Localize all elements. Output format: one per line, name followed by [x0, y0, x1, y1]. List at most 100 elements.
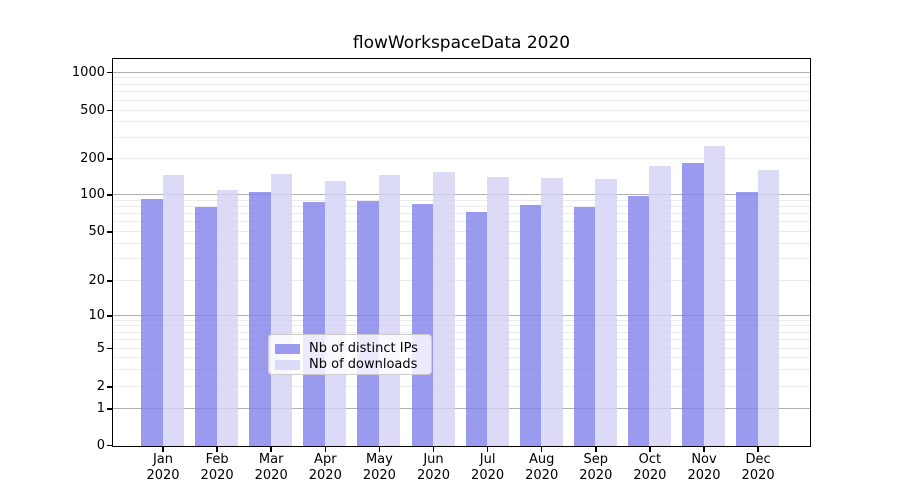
x-tick-nov [703, 447, 705, 452]
x-tick-may [378, 447, 381, 452]
y-tick-0 [107, 444, 112, 447]
bar-nb-of-downloads-dec [757, 169, 780, 446]
x-tick-feb [216, 447, 218, 452]
x-tick-label-nov: Nov 2020 [687, 452, 721, 483]
gridline-minor [113, 99, 810, 101]
gridline-minor [113, 368, 810, 370]
legend-swatch-downloads [275, 359, 300, 370]
legend-entry-downloads: Nb of downloads [275, 357, 423, 372]
x-tick-label-mar: Mar 2020 [254, 452, 288, 483]
x-tick-apr [324, 447, 327, 452]
gridline-minor [113, 386, 810, 387]
bar-nb-of-downloads-sep [595, 178, 617, 446]
bar-nb-of-downloads-may [378, 175, 401, 446]
x-tick-label-jun: Jun 2020 [416, 452, 451, 483]
bar-nb-of-downloads-feb [216, 190, 239, 446]
gridline-minor [113, 205, 810, 207]
x-tick-jul [486, 447, 489, 452]
gridline-minor [113, 338, 810, 340]
gridline-minor [113, 77, 810, 79]
gridline-minor [113, 231, 810, 232]
gridline-major [113, 194, 810, 195]
gridline-minor [113, 325, 810, 327]
y-tick-label-2: 2 [96, 379, 105, 394]
bar-nb-of-downloads-mar [270, 173, 293, 446]
gridline-major [113, 315, 810, 316]
plot-area [112, 58, 811, 447]
bar-nb-of-distinct-ips-dec [736, 191, 758, 446]
y-tick-500 [107, 109, 112, 112]
y-tick-5 [107, 347, 112, 350]
x-tick-label-feb: Feb 2020 [200, 452, 234, 483]
x-tick-aug [540, 447, 543, 452]
y-tick-label-0: 0 [96, 437, 105, 453]
gridline-minor [113, 109, 810, 111]
y-tick-label-200: 200 [80, 151, 105, 166]
gridline-minor [113, 356, 810, 358]
bar-nb-of-downloads-aug [541, 178, 563, 446]
y-tick-label-500: 500 [80, 102, 105, 118]
bar-nb-of-distinct-ips-jan [141, 198, 163, 446]
y-tick-label-1000: 1000 [71, 64, 105, 80]
bar-nb-of-distinct-ips-feb [195, 207, 217, 446]
y-tick-label-10: 10 [88, 308, 105, 323]
legend-label-distinct-ips: Nb of distinct IPs [309, 341, 418, 356]
y-tick-50 [107, 231, 112, 233]
x-tick-label-jul: Jul 2020 [471, 452, 505, 483]
bar-nb-of-downloads-jul [487, 177, 509, 446]
gridline-minor [113, 331, 810, 333]
gridline-major [113, 408, 810, 409]
bar-nb-of-downloads-jun [433, 172, 455, 446]
x-tick-label-may: May 2020 [362, 452, 396, 483]
x-tick-label-aug: Aug 2020 [525, 452, 559, 483]
y-tick-label-1: 1 [96, 401, 105, 416]
bar-nb-of-distinct-ips-sep [573, 206, 596, 446]
y-tick-200 [107, 158, 112, 160]
chart-title: flowWorkspaceData 2020 [352, 33, 571, 53]
x-tick-label-sep: Sep 2020 [579, 452, 613, 483]
y-tick-10 [107, 315, 112, 317]
gridline-minor [113, 83, 810, 85]
y-tick-1 [107, 408, 112, 410]
bar-nb-of-downloads-oct [649, 165, 671, 446]
x-tick-oct [649, 447, 651, 452]
x-tick-jun [432, 447, 435, 452]
bar-nb-of-downloads-jan [162, 175, 184, 446]
bar-nb-of-downloads-apr [324, 181, 347, 446]
gridline-minor [113, 280, 810, 281]
legend-swatch-distinct-ips [275, 343, 300, 354]
legend-entry-distinct-ips: Nb of distinct IPs [275, 341, 423, 356]
gridline-minor [113, 242, 810, 244]
y-tick-label-100: 100 [80, 187, 105, 202]
y-tick-label-20: 20 [88, 273, 105, 288]
x-tick-label-jan: Jan 2020 [146, 452, 180, 483]
gridline-minor [113, 347, 810, 349]
y-tick-20 [107, 280, 112, 282]
bar-nb-of-distinct-ips-jul [465, 211, 488, 446]
bar-nb-of-downloads-nov [703, 146, 725, 446]
y-tick-label-50: 50 [88, 224, 105, 239]
gridline-minor [113, 121, 810, 123]
bar-nb-of-distinct-ips-oct [627, 195, 650, 446]
gridline-minor [113, 319, 810, 321]
x-tick-dec [757, 447, 759, 452]
y-tick-2 [107, 386, 112, 388]
x-tick-label-dec: Dec 2020 [741, 452, 775, 483]
bar-nb-of-distinct-ips-apr [303, 202, 325, 446]
bar-nb-of-distinct-ips-nov [682, 162, 704, 446]
y-tick-100 [107, 194, 112, 196]
legend: Nb of distinct IPs Nb of downloads [268, 334, 432, 375]
gridline-minor [113, 258, 810, 260]
y-tick-1000 [107, 71, 112, 74]
x-tick-jan [162, 447, 164, 452]
bar-nb-of-distinct-ips-jun [411, 203, 433, 446]
gridline-minor [113, 221, 810, 223]
x-tick-mar [270, 447, 272, 452]
gridline-minor [113, 199, 810, 201]
bar-nb-of-distinct-ips-mar [249, 192, 271, 446]
gridline-minor [113, 91, 810, 93]
x-tick-sep [595, 447, 597, 452]
x-tick-label-oct: Oct 2020 [633, 452, 667, 483]
y-tick-label-5: 5 [96, 340, 105, 356]
